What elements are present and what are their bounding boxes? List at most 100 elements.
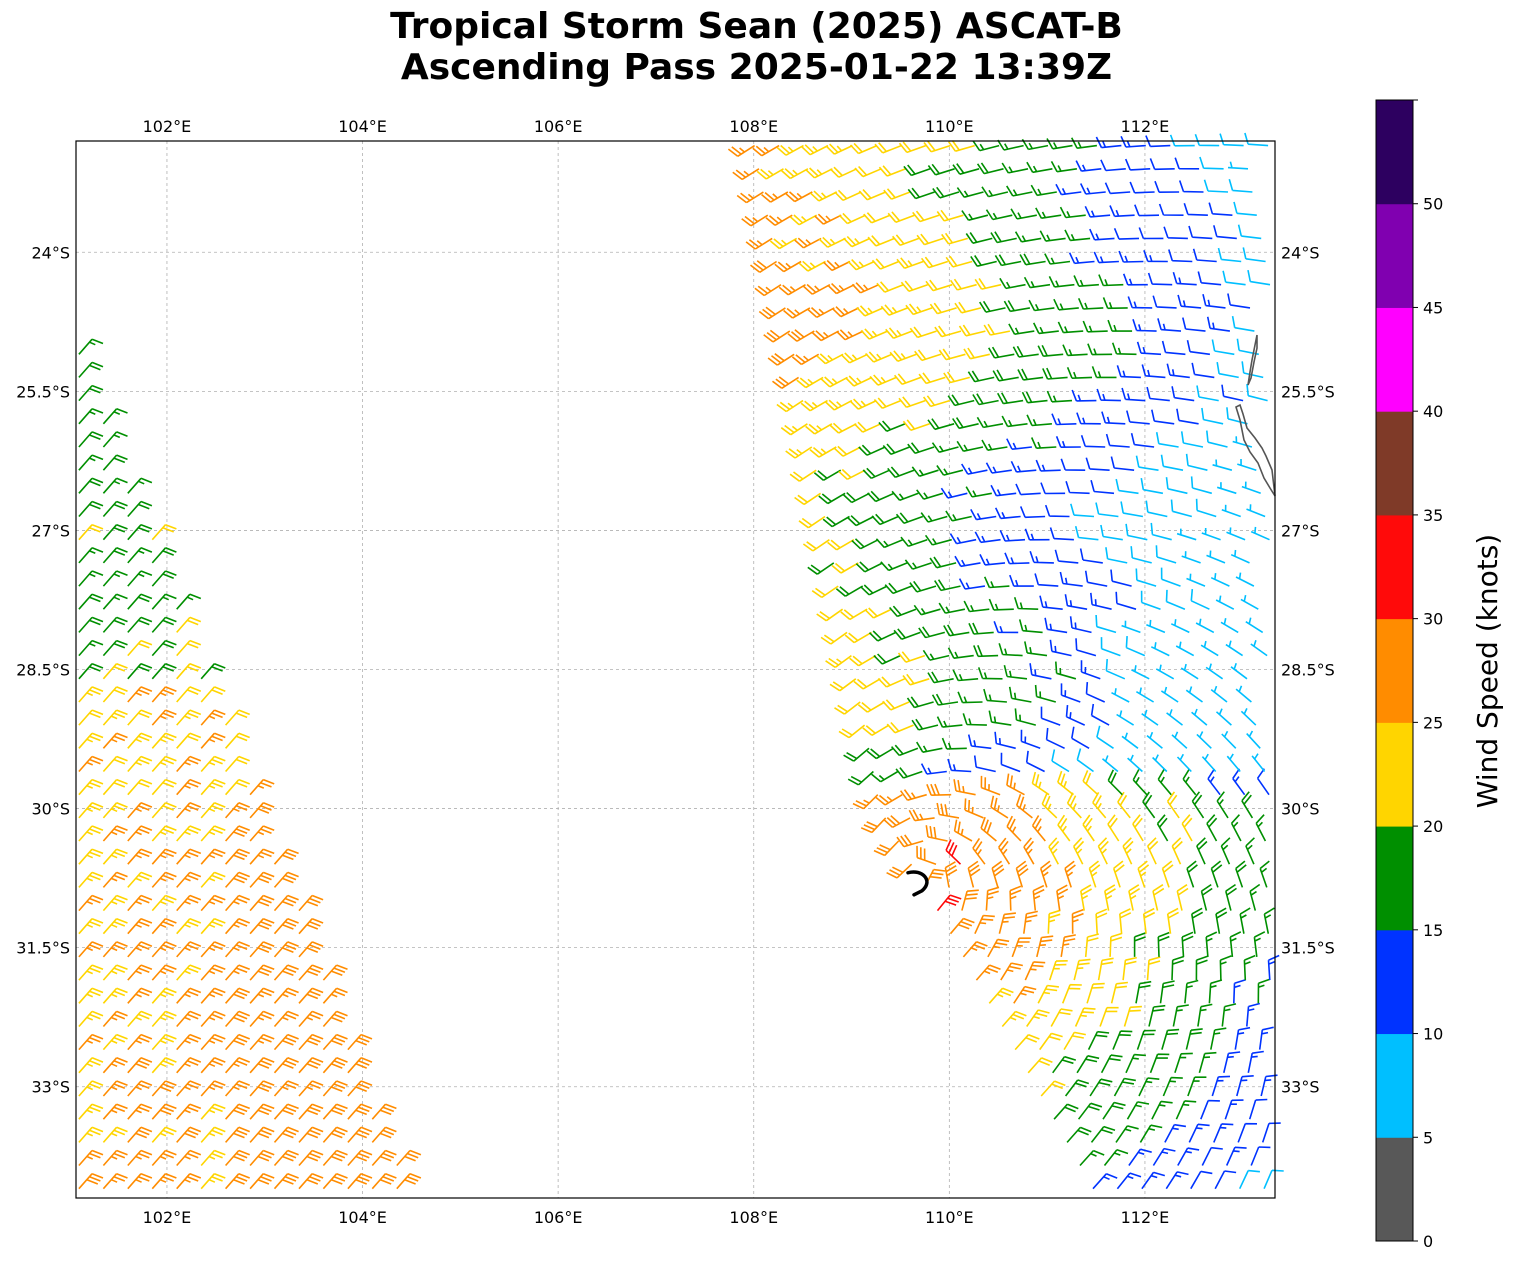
wind-barb (78, 778, 104, 796)
wind-barb (1221, 384, 1244, 402)
wind-barb (1142, 791, 1156, 819)
wind-barb (922, 395, 950, 408)
wind-barb (1092, 1173, 1118, 1190)
wind-barb (895, 512, 924, 524)
wind-barb (999, 277, 1026, 290)
wind-barb (1227, 293, 1251, 309)
wind-barb (994, 731, 1016, 750)
wind-barb (1073, 275, 1099, 287)
wind-barb (1150, 642, 1170, 657)
colorbar-segment (1376, 203, 1413, 308)
wind-barb (1036, 935, 1054, 958)
wind-barb (1170, 499, 1193, 518)
wind-barb (1165, 1171, 1189, 1190)
wind-barb (923, 140, 951, 153)
wind-barb (1082, 320, 1108, 333)
wind-barb (794, 492, 822, 506)
wind-barb (1201, 527, 1221, 541)
wind-barb (1221, 504, 1241, 518)
wind-barb (1220, 837, 1231, 865)
wind-barb (347, 1033, 373, 1051)
wind-barb (1015, 860, 1029, 888)
wind-barb (78, 964, 104, 981)
wind-barb (849, 142, 878, 155)
chart-title-line1: Tropical Storm Sean (2025) ASCAT-B (390, 6, 1123, 47)
wind-barb (1267, 954, 1280, 981)
wind-barb (902, 419, 930, 432)
wind-barb (945, 255, 973, 268)
wind-barb (1101, 755, 1119, 773)
wind-barb (873, 840, 900, 857)
wind-barb (918, 626, 946, 639)
wind-barb (1212, 459, 1233, 471)
wind-barb (924, 534, 952, 546)
wind-barb (1126, 1101, 1150, 1120)
wind-barb (1199, 156, 1224, 170)
wind-barb (1141, 364, 1166, 379)
wind-barb (1213, 225, 1237, 240)
wind-barb (1125, 523, 1148, 541)
wind-barb (1071, 389, 1097, 402)
wind-barb (994, 254, 1022, 267)
wind-barb (1070, 503, 1095, 518)
wind-barb (873, 653, 901, 665)
wind-barb (249, 1057, 275, 1074)
wind-barb (1017, 368, 1044, 381)
wind-barb (809, 190, 838, 202)
wind-barb (1171, 837, 1183, 865)
wind-barb (1013, 985, 1037, 1004)
wind-barb (1166, 791, 1180, 819)
wind-barb (1048, 276, 1075, 288)
wind-barb (1215, 907, 1228, 934)
wind-barb (78, 825, 104, 842)
wind-barb (298, 1149, 324, 1167)
wind-barb (1175, 1100, 1197, 1120)
wind-barb (805, 167, 833, 179)
wind-barb (988, 987, 1014, 1004)
wind-barb (1146, 837, 1159, 865)
wind-barb (1227, 161, 1249, 170)
wind-barb (151, 662, 177, 680)
wind-barb (1245, 837, 1255, 865)
wind-barb (972, 837, 986, 865)
wind-barb (224, 1103, 250, 1120)
wind-barb (1246, 504, 1266, 518)
wind-barb (1202, 294, 1226, 309)
wind-barb (1229, 931, 1242, 957)
wind-barb (102, 454, 128, 471)
wind-barb (1170, 619, 1190, 634)
wind-barb (1240, 708, 1257, 726)
wind-barb (897, 651, 926, 663)
wind-barb (127, 778, 153, 796)
wind-barb (1039, 860, 1052, 888)
wind-barb (871, 513, 899, 526)
wind-barb (1060, 934, 1076, 958)
wind-barb (1225, 883, 1237, 911)
wind-barb (127, 894, 153, 912)
wind-barb (1046, 390, 1073, 403)
wind-barb (920, 763, 947, 775)
wind-barb (1044, 617, 1068, 634)
wind-barb (862, 724, 890, 736)
wind-barb (78, 1103, 104, 1120)
wind-barb (78, 384, 104, 402)
wind-barb (893, 628, 921, 640)
wind-barb (102, 593, 128, 610)
wind-barb (909, 580, 937, 593)
wind-barb (78, 987, 104, 1004)
map-frame (75, 140, 1276, 1199)
wind-barb (1026, 161, 1053, 174)
wind-barb (78, 361, 104, 378)
wind-barb (224, 871, 250, 888)
wind-barb (1237, 1122, 1258, 1143)
wind-barb (200, 825, 226, 842)
wind-barb (1219, 955, 1232, 981)
wind-barb (967, 860, 981, 888)
wind-barb (176, 593, 202, 610)
wind-barb (1234, 1026, 1251, 1050)
lon-tick-bottom: 110°E (925, 1208, 974, 1227)
wind-barb (1044, 253, 1071, 265)
wind-barb (1097, 837, 1109, 865)
wind-barb (882, 443, 910, 456)
